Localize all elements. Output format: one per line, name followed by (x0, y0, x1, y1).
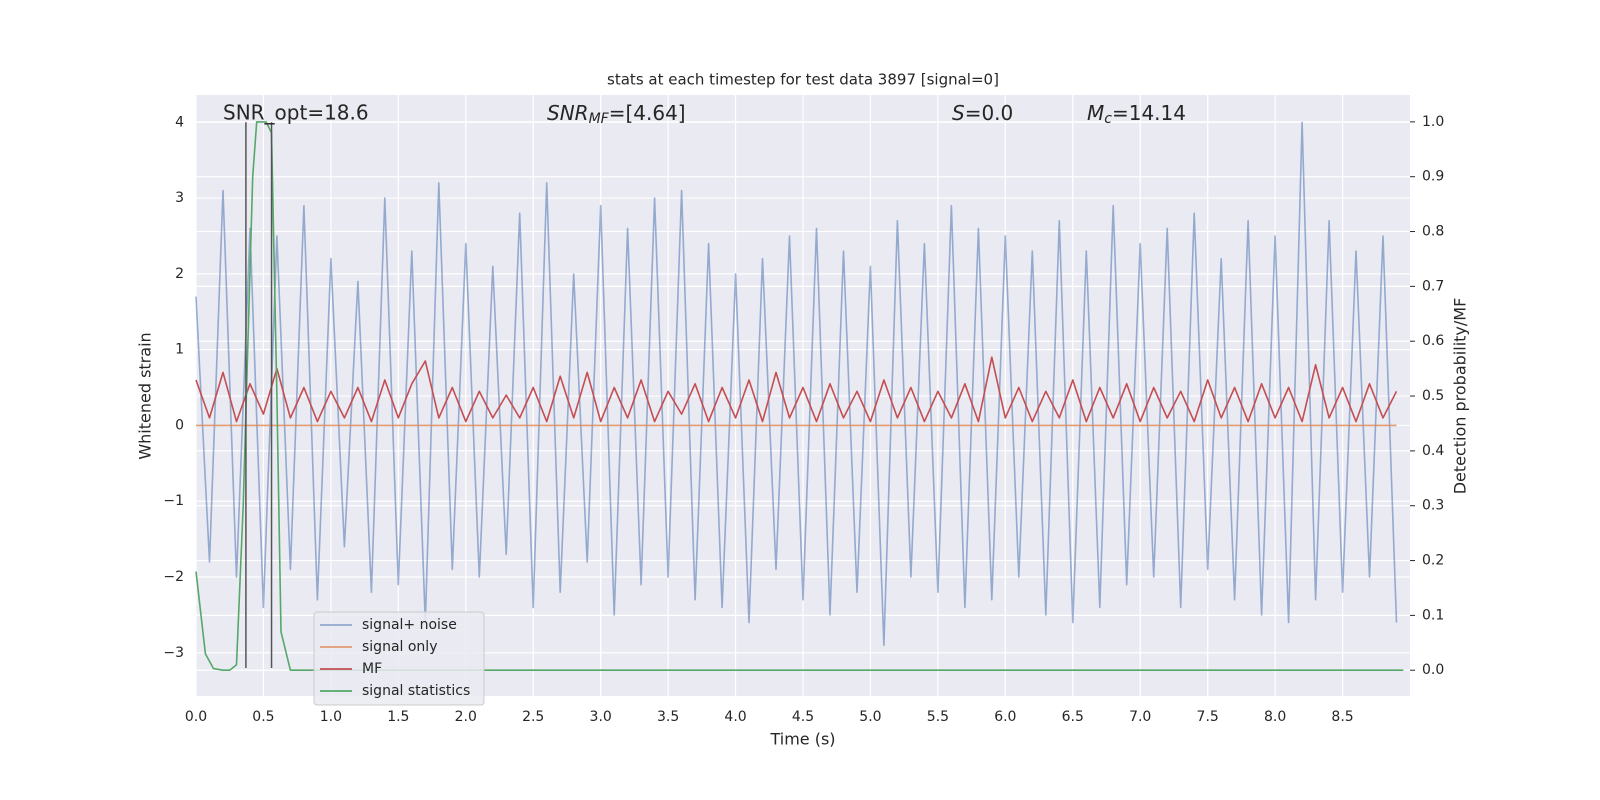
series-line (195, 121, 1398, 646)
x-tick-label: 2.0 (455, 709, 477, 725)
y-tick-label: 3 (175, 190, 184, 206)
x-tick-label: 4.5 (792, 709, 814, 725)
legend-label: signal statistics (362, 683, 470, 699)
x-tick-label: 8.5 (1331, 709, 1353, 725)
y2-tick-label: 0.9 (1422, 169, 1444, 185)
x-tick-label: 7.5 (1197, 709, 1219, 725)
y-tick-label: −2 (163, 569, 184, 585)
legend-box (313, 611, 485, 706)
annotation: Mc=14.14 (1087, 101, 1186, 128)
x-tick-label: 2.5 (522, 709, 544, 725)
y2-tick-label: 0.8 (1422, 224, 1444, 240)
y2-axis-label: Detection probability/MF (1451, 298, 1470, 495)
annotation-text: =[4.64] (609, 101, 686, 125)
y2-tick-label: 0.1 (1422, 607, 1444, 623)
x-tick-label: 8.0 (1264, 709, 1286, 725)
x-tick-label: 5.0 (859, 709, 881, 725)
y-tick-label: 4 (175, 114, 184, 130)
legend-label: signal only (362, 639, 437, 655)
y2-tick-label: 1.0 (1422, 114, 1444, 130)
series-line (195, 356, 1398, 423)
x-tick-label: 1.5 (387, 709, 409, 725)
annotation: SNRMF=[4.64] (547, 101, 686, 128)
annotation-sub: MF (589, 111, 610, 127)
annotation-base: SNR (547, 101, 589, 125)
x-tick-label: 0.0 (185, 709, 207, 725)
y2-tick-label: 0.4 (1422, 443, 1444, 459)
y-tick-label: 0 (175, 417, 184, 433)
annotation-base: M (1087, 101, 1104, 125)
annotation-base: S (952, 101, 965, 125)
y-tick-label: 2 (175, 266, 184, 282)
annotation: S=0.0 (952, 101, 1013, 125)
x-tick-label: 5.5 (927, 709, 949, 725)
x-tick-label: 4.0 (724, 709, 746, 725)
x-tick-label: 3.5 (657, 709, 679, 725)
x-tick-label: 6.5 (1062, 709, 1084, 725)
legend-label: MF (362, 661, 382, 677)
y-tick-label: −3 (163, 645, 184, 661)
y-tick-label: 1 (175, 342, 184, 358)
y2-tick-label: 0.6 (1422, 333, 1444, 349)
legend-label: signal+ noise (362, 617, 457, 633)
x-tick-label: 1.0 (320, 709, 342, 725)
y2-tick-label: 0.2 (1422, 553, 1444, 569)
annotation-text: =0.0 (965, 101, 1014, 125)
x-tick-label: 6.0 (994, 709, 1016, 725)
y2-tick-label: 0.5 (1422, 388, 1444, 404)
series-line (195, 121, 1404, 671)
y2-tick-label: 0.3 (1422, 498, 1444, 514)
chart-title: stats at each timestep for test data 389… (607, 71, 999, 89)
y2-tick-label: 0.7 (1422, 278, 1444, 294)
x-tick-label: 7.0 (1129, 709, 1151, 725)
annotation-sub: c (1104, 111, 1112, 127)
x-tick-label: 0.5 (252, 709, 274, 725)
y2-tick-label: 0.0 (1422, 662, 1444, 678)
x-tick-label: 3.0 (590, 709, 612, 725)
y-axis-label: Whitened strain (136, 332, 155, 459)
y-tick-label: −1 (163, 493, 184, 509)
x-axis-label: Time (s) (769, 730, 835, 749)
annotation: SNR_opt=18.6 (223, 101, 369, 125)
annotation-text: =14.14 (1112, 101, 1186, 125)
